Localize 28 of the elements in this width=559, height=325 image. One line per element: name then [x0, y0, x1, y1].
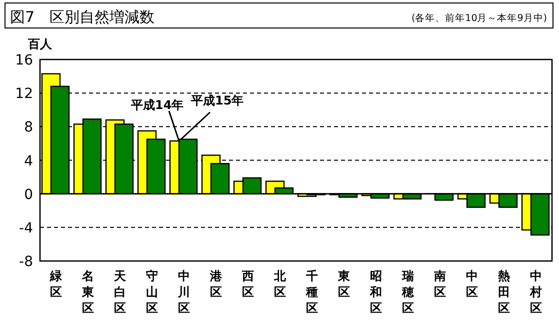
y-tick-label: -8 — [19, 254, 33, 270]
x-tick-label: 中川区 — [177, 269, 190, 315]
y-tick-label: 0 — [24, 186, 33, 203]
x-tick-label: 熱田区 — [497, 269, 510, 315]
x-tick-label: 北区 — [273, 269, 287, 299]
x-tick-label: 港区 — [209, 269, 223, 299]
annotation: 平成15年 — [190, 93, 244, 108]
x-tick-label: 中村区 — [529, 269, 542, 315]
x-tick-label: 天白区 — [113, 269, 127, 315]
x-tick-label: 瑞穂区 — [401, 269, 415, 315]
y-tick-label: -4 — [19, 220, 34, 236]
x-tick-label: 東区 — [337, 269, 351, 299]
y-tick-label: 16 — [15, 52, 34, 68]
x-tick-label: 名東区 — [81, 269, 95, 315]
chart-title: 図7 区別自然増減数 — [10, 8, 155, 26]
x-tick-label: 昭和区 — [369, 269, 382, 315]
y-tick-label: 8 — [24, 120, 33, 136]
x-tick-label: 西区 — [241, 269, 254, 299]
chart-subtitle: (各年、前年10月～本年9月中) — [411, 12, 547, 24]
y-axis-title: 百人 — [27, 37, 53, 51]
x-tick-label: 緑区 — [49, 269, 63, 299]
x-tick-label: 南区 — [433, 269, 446, 299]
y-tick-label: 4 — [24, 153, 34, 170]
x-tick-label: 中区 — [466, 269, 478, 299]
x-tick-label: 守山区 — [146, 269, 158, 315]
x-tick-label: 千種区 — [305, 269, 318, 315]
annotation: 平成14年 — [130, 98, 184, 112]
y-tick-label: 12 — [15, 86, 33, 102]
